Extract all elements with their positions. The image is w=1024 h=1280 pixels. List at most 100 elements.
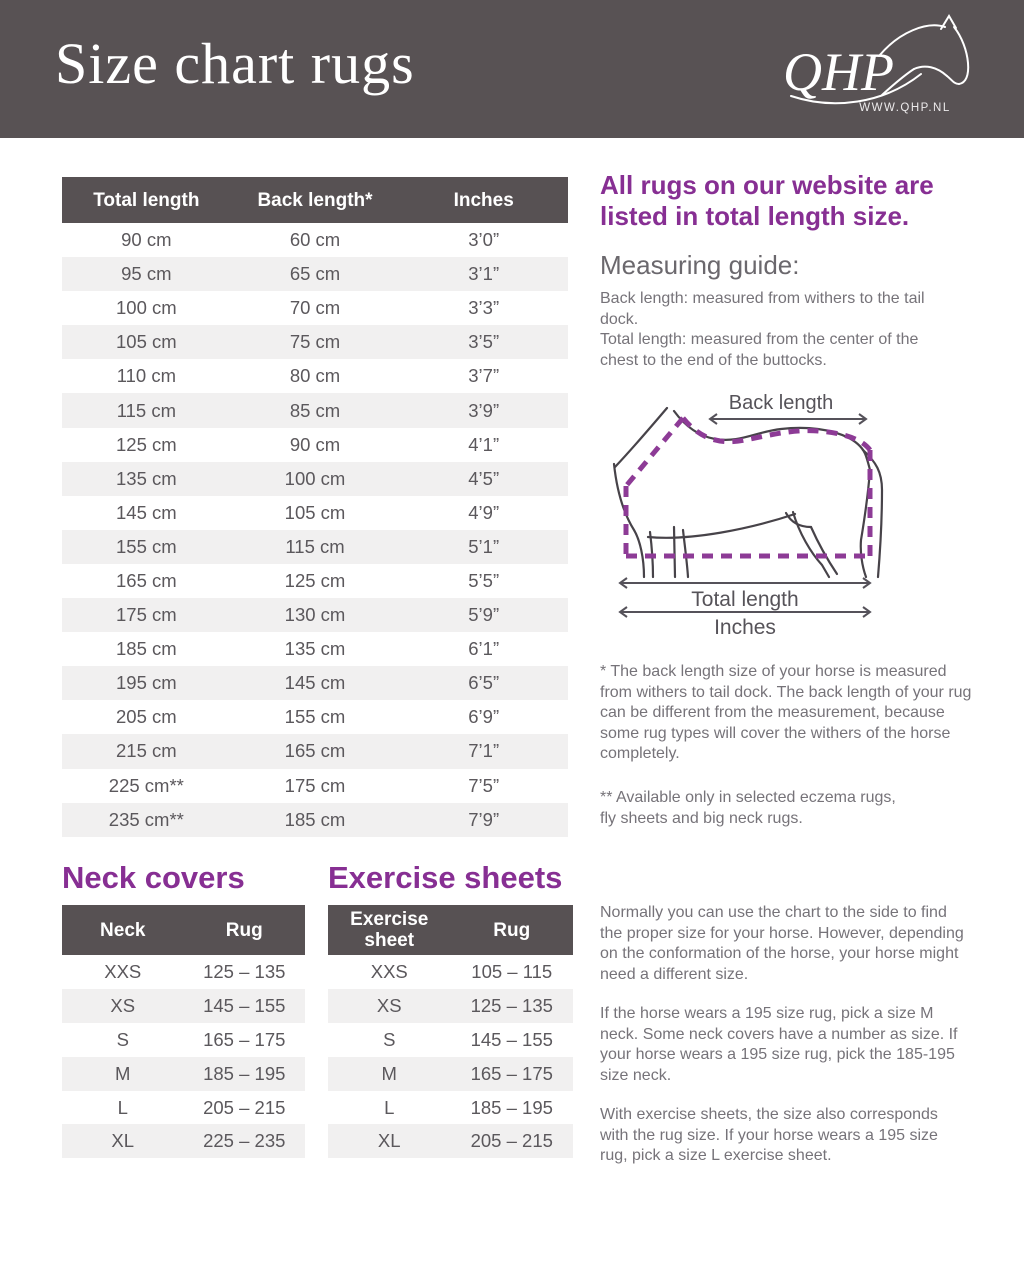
table-row: 115 cm 85 cm 3’9” — [62, 393, 568, 428]
table-row: 215 cm 165 cm 7’1” — [62, 734, 568, 769]
table-cell: 125 cm — [116, 433, 177, 455]
table-cell: 90 cm — [289, 433, 341, 455]
sizing-notes: Normally you can use the chart to the si… — [600, 903, 968, 1186]
table-cell: 5’5” — [468, 569, 500, 591]
qhp-logo-swoosh — [790, 73, 922, 105]
table-cell: 115 cm — [285, 535, 345, 557]
horse-head-icon — [878, 14, 970, 96]
table-cell: 225 cm** — [108, 774, 184, 796]
intro-heading: All rugs on our website are listed in to… — [600, 170, 934, 231]
table-cell: 165 – 175 — [203, 1028, 286, 1050]
paragraph: If the horse wears a 195 size rug, pick … — [600, 1005, 958, 1084]
table-cell: 4’9” — [468, 501, 500, 523]
table-header-row: Neck Rug — [62, 905, 305, 955]
table-row: XXS 125 – 135 — [62, 955, 305, 989]
table-cell: XXS — [370, 960, 408, 982]
table-cell: 195 cm — [116, 672, 177, 694]
table-row: XS 125 – 135 — [328, 988, 573, 1023]
table-row: 125 cm 90 cm 4’1” — [62, 428, 568, 462]
table-cell: 3’3” — [468, 297, 500, 319]
table-cell: 165 cm — [284, 740, 346, 762]
measuring-guide-text: Back length: measured from withers to th… — [600, 289, 945, 371]
table-header-row: Exercise sheet Rug — [328, 905, 573, 955]
table-row: 110 cm 80 cm 3’7” — [62, 359, 568, 393]
table-cell: S — [116, 1028, 129, 1050]
paragraph: Normally you can use the chart to the si… — [600, 904, 964, 983]
table-row: L 205 – 215 — [62, 1091, 305, 1125]
total-length-label: Total length — [691, 588, 798, 611]
table-cell: 7’1” — [468, 740, 500, 762]
table-cell: XXS — [104, 960, 142, 982]
table-cell: 185 cm — [116, 638, 177, 660]
table-cell: 205 – 215 — [470, 1130, 553, 1152]
table-cell: 6’5” — [468, 672, 500, 694]
column-header: Exercise sheet — [350, 909, 429, 951]
table-cell: M — [115, 1062, 131, 1084]
table-cell: 3’9” — [468, 399, 500, 421]
table-row: M 185 – 195 — [62, 1056, 305, 1091]
measuring-guide-title: Measuring guide: — [600, 250, 800, 280]
column-header: Rug — [225, 919, 263, 941]
footnote-availability: ** Available only in selected eczema rug… — [600, 789, 896, 827]
table-cell: XL — [111, 1130, 135, 1152]
table-cell: 4’1” — [468, 433, 500, 455]
table-cell: 3’5” — [468, 331, 500, 353]
table-cell: 115 cm — [116, 399, 176, 421]
table-cell: 125 – 135 — [203, 960, 286, 982]
table-cell: 205 – 215 — [203, 1096, 286, 1118]
table-cell: 235 cm** — [108, 808, 184, 830]
paragraph: With exercise sheets, the size also corr… — [600, 1106, 938, 1164]
table-row: XXS 105 – 115 — [328, 955, 573, 989]
table-cell: XS — [376, 994, 402, 1016]
qhp-logo: QHP WWW.QHP.NL — [783, 14, 970, 114]
table-row: L 185 – 195 — [328, 1091, 573, 1125]
table-cell: 7’9” — [468, 808, 500, 830]
table-cell: 90 cm — [121, 229, 172, 251]
table-cell: 205 cm — [116, 706, 177, 728]
table-row: 95 cm 65 cm 3’1” — [62, 257, 568, 292]
table-cell: 145 cm — [284, 672, 346, 694]
table-row: 195 cm 145 cm 6’5” — [62, 666, 568, 701]
table-cell: S — [383, 1028, 396, 1050]
table-cell: 3’0” — [468, 229, 500, 251]
table-row: 185 cm 135 cm 6’1” — [62, 632, 568, 666]
table-row: 175 cm 130 cm 5’9” — [62, 598, 568, 633]
table-row: 155 cm 115 cm 5’1” — [62, 529, 568, 564]
table-cell: 80 cm — [289, 365, 341, 387]
table-row: 135 cm 100 cm 4’5” — [62, 461, 568, 496]
table-cell: 6’9” — [468, 706, 500, 728]
table-cell: 225 – 235 — [203, 1130, 286, 1152]
table-cell: 155 cm — [116, 535, 177, 557]
paragraph: Back length: measured from withers to th… — [600, 290, 925, 328]
table-row: 225 cm** 175 cm 7’5” — [62, 769, 568, 803]
table-cell: 185 cm — [284, 808, 346, 830]
table-cell: L — [384, 1096, 395, 1118]
table-cell: 4’5” — [468, 467, 500, 489]
inches-arrow — [618, 606, 872, 618]
back-length-arrow — [708, 413, 868, 425]
table-row: 235 cm** 185 cm 7’9” — [62, 802, 568, 837]
table-cell: 135 cm — [284, 638, 346, 660]
table-cell: 175 cm — [116, 604, 177, 626]
table-row: 105 cm 75 cm 3’5” — [62, 325, 568, 360]
neck-covers-title: Neck covers — [62, 860, 245, 895]
table-cell: 125 – 135 — [470, 994, 553, 1016]
table-cell: 165 cm — [116, 569, 177, 591]
back-length-label: Back length — [729, 392, 834, 414]
table-cell: 165 – 175 — [470, 1062, 553, 1084]
neck-covers-table: Neck Rug XXS 125 – 135 XS 145 – 155 S 165 – 175… — [62, 905, 305, 1159]
table-row: S 165 – 175 — [62, 1023, 305, 1057]
table-cell: 100 cm — [284, 467, 346, 489]
table-cell: 215 cm — [116, 740, 177, 762]
table-cell: 185 – 195 — [203, 1062, 286, 1084]
table-cell: 6’1” — [468, 638, 500, 660]
table-body: 90 cm 60 cm 3’0” 95 cm 65 cm 3’1” 100 cm 70 cm 3… — [62, 223, 568, 837]
table-cell: 130 cm — [284, 604, 346, 626]
page-title: Size chart rugs — [55, 31, 415, 96]
column-header: Rug — [493, 919, 531, 941]
table-cell: 110 cm — [116, 365, 176, 387]
table-row: 165 cm 125 cm 5’5” — [62, 564, 568, 598]
table-cell: 145 cm — [116, 501, 177, 523]
table-cell: XL — [377, 1130, 401, 1152]
rug-outline-dashed — [623, 416, 873, 559]
